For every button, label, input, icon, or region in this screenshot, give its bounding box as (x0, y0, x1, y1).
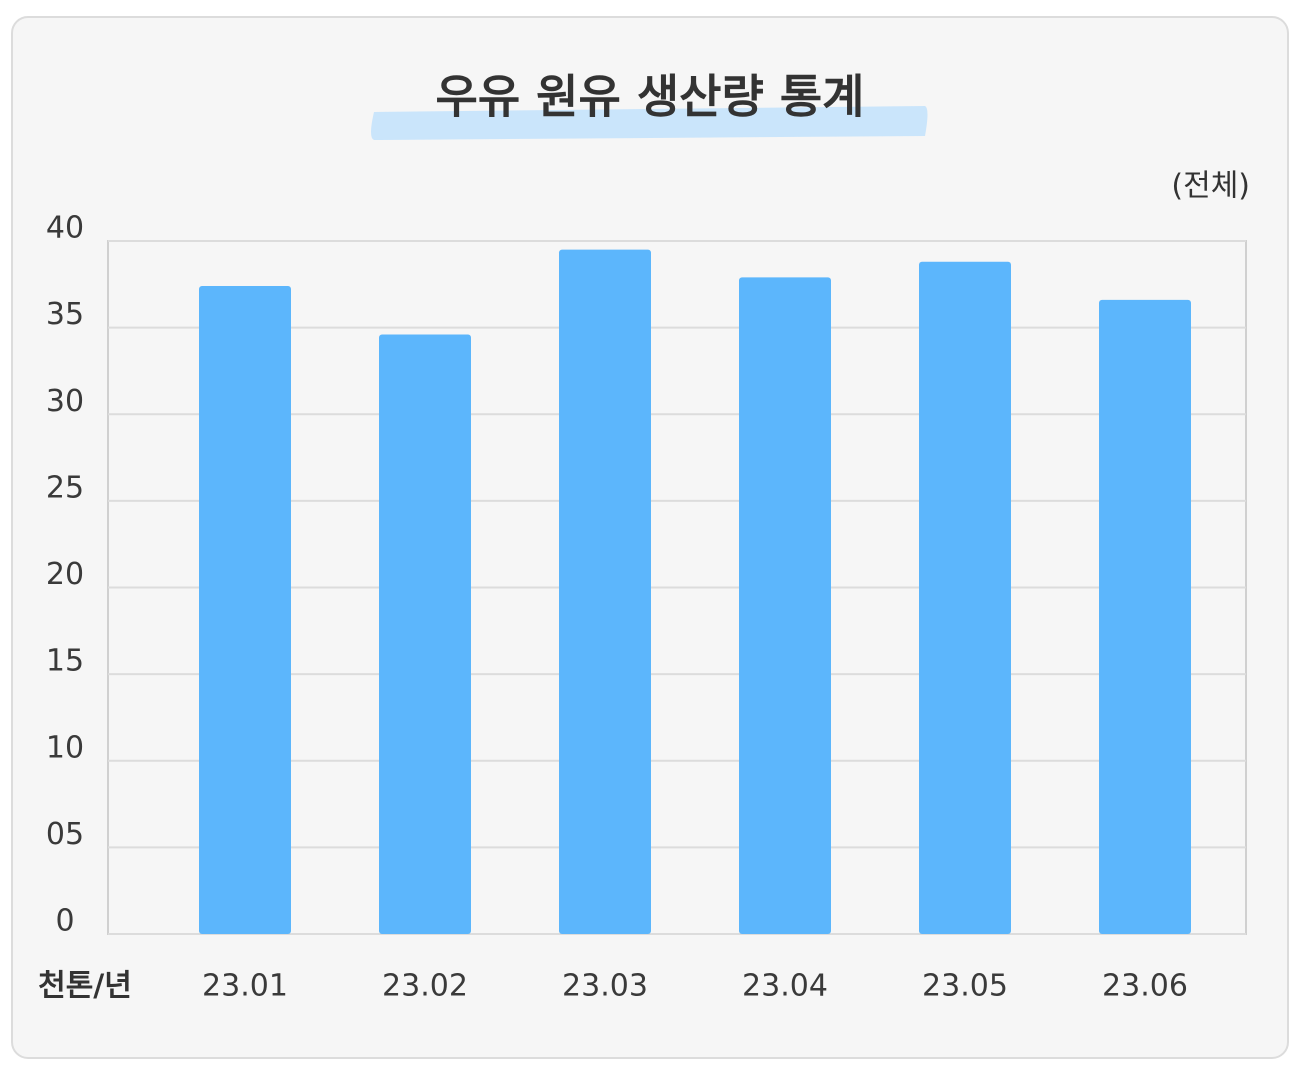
y-tick-label: 40 (46, 211, 84, 246)
y-tick-label: 10 (46, 730, 84, 765)
title-highlight (371, 106, 928, 140)
subtitle: (전체) (1171, 169, 1250, 204)
x-tick-label: 23.02 (382, 969, 468, 1004)
bar (739, 277, 831, 934)
y-tick-label: 25 (46, 470, 84, 505)
bar (199, 286, 291, 934)
x-tick-label: 23.03 (562, 969, 648, 1004)
bar (559, 249, 651, 935)
bar (1099, 299, 1191, 934)
y-tick-label: 05 (46, 817, 84, 852)
x-tick-label: 23.05 (922, 969, 1008, 1004)
y-tick-label: 35 (46, 297, 84, 332)
x-tick-label: 23.01 (202, 969, 288, 1004)
x-tick-label: 23.04 (742, 969, 828, 1004)
y-tick-label: 0 (55, 904, 74, 939)
y-tick-label: 15 (46, 644, 84, 679)
x-tick-label: 23.06 (1102, 969, 1188, 1004)
x-axis-label: 천톤/년 (38, 969, 132, 1004)
bar (379, 334, 471, 934)
y-tick-label: 30 (46, 384, 84, 419)
bar (919, 261, 1011, 934)
chart-title: 우유 원유 생산량 통계 (436, 70, 865, 124)
y-tick-label: 20 (46, 557, 84, 592)
